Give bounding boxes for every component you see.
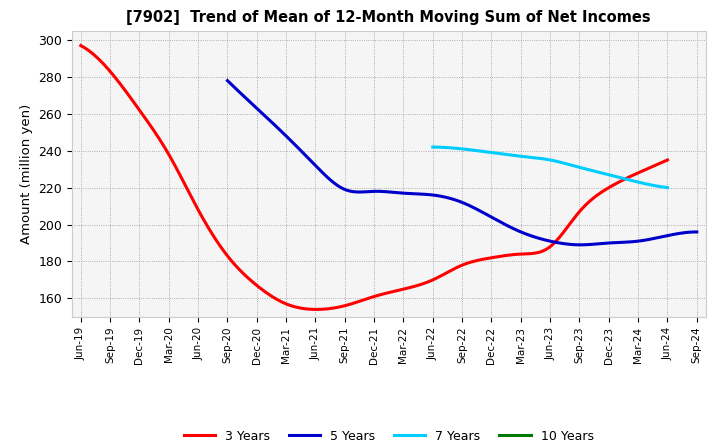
Y-axis label: Amount (million yen): Amount (million yen) bbox=[20, 104, 33, 244]
Title: [7902]  Trend of Mean of 12-Month Moving Sum of Net Incomes: [7902] Trend of Mean of 12-Month Moving … bbox=[127, 11, 651, 26]
Legend: 3 Years, 5 Years, 7 Years, 10 Years: 3 Years, 5 Years, 7 Years, 10 Years bbox=[179, 425, 598, 440]
